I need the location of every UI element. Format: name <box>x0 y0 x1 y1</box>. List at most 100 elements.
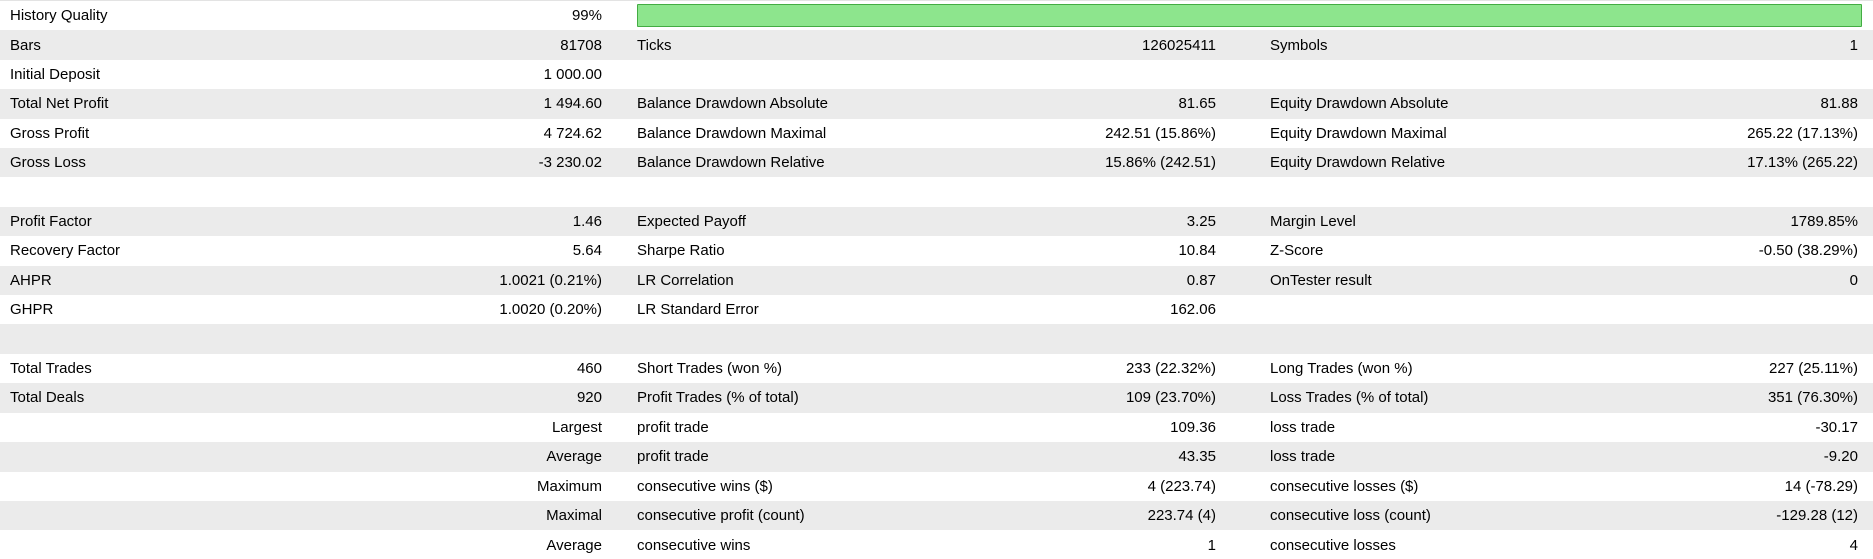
stat-label: consecutive losses ($) <box>1270 477 1419 495</box>
stat-label: loss trade <box>1270 448 1336 466</box>
stat-label: Recovery Factor <box>10 242 121 260</box>
stat-label: Profit Factor <box>10 213 92 231</box>
stat-value: 265.22 (17.13%) <box>1747 124 1858 142</box>
stat-label: Equity Drawdown Absolute <box>1270 95 1449 113</box>
stat-value: 1.0020 (0.20%) <box>499 301 602 319</box>
stat-value: 3.25 <box>1186 213 1216 231</box>
stat-label: Total Deals <box>10 389 85 407</box>
stat-label: profit trade <box>637 418 709 436</box>
stat-label: Initial Deposit <box>10 66 101 84</box>
row-average-consecutive: Average consecutive wins 1 consecutive l… <box>0 530 1873 559</box>
stat-value: 0.87 <box>1186 271 1216 289</box>
stat-label: Gross Loss <box>10 154 86 172</box>
stat-value: 223.74 (4) <box>1147 507 1216 525</box>
stat-label: GHPR <box>10 301 54 319</box>
stat-qualifier: Average <box>546 536 602 554</box>
stat-label: Z-Score <box>1270 242 1324 260</box>
stat-label: consecutive profit (count) <box>637 507 805 525</box>
row-history-quality: History Quality 99% <box>0 1 1873 31</box>
stat-label: LR Correlation <box>637 271 734 289</box>
stat-value: 162.06 <box>1170 301 1216 319</box>
stat-value: 1.46 <box>572 213 602 231</box>
stat-value: 0 <box>1849 271 1858 289</box>
stat-label: loss trade <box>1270 418 1336 436</box>
stat-value: 1 <box>1207 536 1216 554</box>
row-largest-trade: Largest profit trade 109.36 loss trade -… <box>0 412 1873 443</box>
row-ghpr: GHPR 1.0020 (0.20%) LR Standard Error 16… <box>0 295 1873 325</box>
stat-value: 233 (22.32%) <box>1125 360 1216 378</box>
stat-value: -3 230.02 <box>538 154 602 172</box>
stat-value: 43.35 <box>1178 448 1216 466</box>
stat-label: Bars <box>10 36 41 54</box>
row-total-trades: Total Trades 460 Short Trades (won %) 23… <box>0 353 1873 384</box>
stat-value: 81.65 <box>1178 95 1216 113</box>
stat-label: Profit Trades (% of total) <box>637 389 799 407</box>
stat-label: Total Trades <box>10 360 92 378</box>
stat-value: 14 (-78.29) <box>1784 477 1858 495</box>
stat-label: History Quality <box>10 7 108 25</box>
stat-value: 351 (76.30%) <box>1767 389 1858 407</box>
stat-value: 227 (25.11%) <box>1769 360 1858 378</box>
stat-value: 1.0021 (0.21%) <box>499 271 602 289</box>
stat-value: 460 <box>576 360 602 378</box>
stat-value: 1789.85% <box>1790 213 1858 231</box>
stat-value: 15.86% (242.51) <box>1105 154 1216 172</box>
stat-label: consecutive losses <box>1270 536 1396 554</box>
stat-value: 1 000.00 <box>543 66 602 84</box>
row-recovery-factor: Recovery Factor 5.64 Sharpe Ratio 10.84 … <box>0 236 1873 266</box>
stat-value: -30.17 <box>1815 418 1858 436</box>
row-gross-loss: Gross Loss -3 230.02 Balance Drawdown Re… <box>0 148 1873 178</box>
stat-value: -129.28 (12) <box>1776 507 1858 525</box>
spacer-row <box>0 177 1873 207</box>
stat-value: 109 (23.70%) <box>1125 389 1216 407</box>
stat-value: 109.36 <box>1170 418 1216 436</box>
history-quality-bar-cell <box>637 1 1873 30</box>
stat-qualifier: Maximum <box>536 477 602 495</box>
row-initial-deposit: Initial Deposit 1 000.00 <box>0 59 1873 90</box>
stat-value: 4 (223.74) <box>1147 477 1216 495</box>
stat-label: Equity Drawdown Maximal <box>1270 124 1447 142</box>
stat-label: profit trade <box>637 448 709 466</box>
stat-qualifier: Average <box>546 448 602 466</box>
stat-label: consecutive wins <box>637 536 751 554</box>
row-total-deals: Total Deals 920 Profit Trades (% of tota… <box>0 383 1873 413</box>
stat-label: Long Trades (won %) <box>1270 360 1413 378</box>
stat-label: Gross Profit <box>10 124 90 142</box>
stat-value: -0.50 (38.29%) <box>1758 242 1858 260</box>
row-ahpr: AHPR 1.0021 (0.21%) LR Correlation 0.87 … <box>0 265 1873 296</box>
stat-value: 920 <box>576 389 602 407</box>
stat-value: 10.84 <box>1178 242 1216 260</box>
row-profit-factor: Profit Factor 1.46 Expected Payoff 3.25 … <box>0 206 1873 237</box>
stat-label: Short Trades (won %) <box>637 360 783 378</box>
stat-label: AHPR <box>10 271 52 289</box>
stat-value: 17.13% (265.22) <box>1747 154 1858 172</box>
stat-label: Sharpe Ratio <box>637 242 725 260</box>
stat-value: 81.88 <box>1820 95 1858 113</box>
row-gross-profit: Gross Profit 4 724.62 Balance Drawdown M… <box>0 118 1873 149</box>
stat-value: 126025411 <box>1142 36 1216 54</box>
row-maximum-consecutive: Maximum consecutive wins ($) 4 (223.74) … <box>0 471 1873 501</box>
stat-label: consecutive loss (count) <box>1270 507 1431 525</box>
stat-label: Margin Level <box>1270 213 1356 231</box>
stat-value: 1 494.60 <box>543 95 602 113</box>
history-quality-progress-bar <box>637 4 1862 28</box>
stat-label: Expected Payoff <box>637 213 746 231</box>
stat-value: 5.64 <box>572 242 602 260</box>
row-total-net-profit: Total Net Profit 1 494.60 Balance Drawdo… <box>0 89 1873 119</box>
stat-value: 99% <box>571 7 602 25</box>
spacer-row <box>0 324 1873 354</box>
stat-value: 81708 <box>560 36 602 54</box>
row-average-trade: Average profit trade 43.35 loss trade -9… <box>0 442 1873 472</box>
stat-label: LR Standard Error <box>637 301 759 319</box>
stat-value: 242.51 (15.86%) <box>1105 124 1216 142</box>
stat-label: Balance Drawdown Relative <box>637 154 825 172</box>
stat-value: 4 <box>1849 536 1858 554</box>
stat-label: Ticks <box>637 36 672 54</box>
stat-label: Balance Drawdown Absolute <box>637 95 828 113</box>
stat-label: Loss Trades (% of total) <box>1270 389 1429 407</box>
row-maximal-consecutive: Maximal consecutive profit (count) 223.7… <box>0 500 1873 531</box>
stat-label: Symbols <box>1270 36 1328 54</box>
stat-label: Balance Drawdown Maximal <box>637 124 827 142</box>
stat-value: 1 <box>1849 36 1858 54</box>
